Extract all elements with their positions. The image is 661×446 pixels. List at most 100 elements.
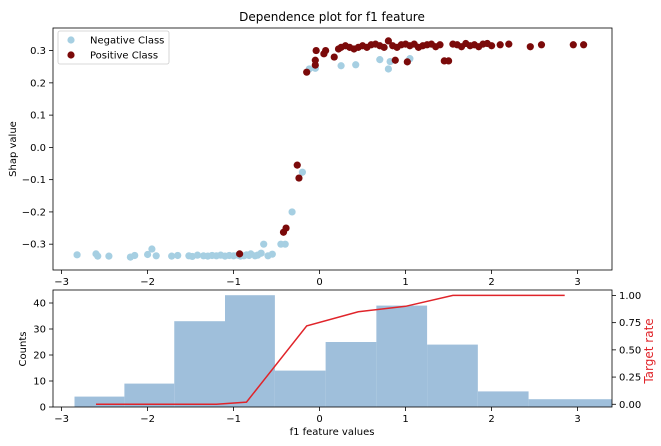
histogram-bar [74, 396, 125, 407]
bottom-y-tick-label: 30 [33, 325, 46, 336]
target-rate-tick-label: 1.00 [619, 291, 641, 302]
positive-class-point [496, 41, 504, 49]
positive-class-point [384, 37, 392, 45]
positive-class-point [526, 43, 534, 51]
positive-class-point [436, 41, 444, 49]
top-y-tick-label: 0.0 [30, 143, 46, 154]
negative-class-point [268, 250, 276, 258]
histogram-bar [477, 391, 529, 407]
bottom-y-tick-label: 20 [33, 351, 46, 362]
negative-class-point [168, 252, 176, 260]
bottom-x-tick-label: −3 [54, 414, 69, 425]
negative-class-point [298, 168, 306, 176]
positive-class-point [445, 57, 453, 65]
bottom-y-tick-label: 40 [33, 299, 46, 310]
negative-class-point [193, 251, 202, 259]
positive-class-point [236, 250, 244, 258]
top-x-tick-label: −1 [226, 277, 241, 288]
histogram-plot: −3 −2 −1 0 1 2 30102030400.000.250.500.751.00 … [18, 289, 656, 438]
top-x-tick-label: −2 [140, 277, 155, 288]
target-rate-line [96, 294, 565, 406]
bottom-y-tick-label: 0 [40, 403, 46, 414]
top-plot-frame [52, 27, 613, 271]
dependence-plot: Dependence plot for f1 feature −3 −2 −1 0 1 2… [8, 10, 613, 288]
negative-class-point [174, 251, 182, 260]
negative-class-point [73, 251, 81, 259]
negative-class-point [281, 240, 289, 248]
chart-title: Dependence plot for f1 feature [239, 10, 425, 24]
negative-class-point [105, 252, 113, 260]
legend-label-negative: Negative Class [90, 36, 164, 47]
legend-marker-positive [67, 51, 75, 59]
positive-class-point [311, 61, 319, 69]
target-rate-tick-label: 0.00 [619, 400, 641, 411]
positive-class-point [293, 161, 301, 169]
positive-class-point [282, 224, 290, 232]
bottom-plot-frame [52, 289, 613, 408]
legend-marker-negative [67, 36, 75, 44]
top-scatter-points [73, 37, 588, 261]
positive-class-point [312, 46, 320, 55]
positive-class-point [537, 41, 546, 49]
top-x-tick-label: 3 [574, 277, 580, 288]
bottom-x-tick-label: 1 [402, 414, 408, 425]
bottom-x-tick-label: 0 [316, 414, 322, 425]
negative-class-point [148, 245, 156, 253]
negative-class-point [288, 208, 296, 216]
negative-class-point [260, 240, 268, 248]
histogram-bar [124, 383, 175, 407]
top-y-tick-label: 0.2 [30, 78, 46, 89]
positive-class-point [403, 58, 411, 66]
top-x-tick-label: 1 [402, 277, 408, 288]
top-y-tick-label: 0.3 [30, 46, 46, 57]
target-rate-polyline [96, 294, 565, 406]
bottom-x-tick-label: 2 [488, 414, 494, 425]
histogram-bar [427, 344, 478, 407]
positive-class-point [322, 46, 330, 55]
histogram-bars [74, 295, 612, 407]
positive-class-point [391, 56, 399, 64]
top-y-tick-label: −0.2 [22, 207, 46, 218]
bottom-x-tick-label: −1 [226, 414, 241, 425]
positive-class-point [380, 43, 388, 51]
bottom-y-axis-label: Counts [18, 332, 29, 367]
positive-class-point [505, 40, 513, 48]
top-axis-ticks: −3 −2 −1 0 1 2 3 −0.3 −0.2 −0.1 0.0 0.1 0.2 0.3 [22, 46, 581, 288]
target-rate-axis-label: Target rate [642, 318, 656, 384]
histogram-bar [376, 305, 428, 407]
negative-class-point [257, 249, 265, 257]
top-y-tick-label: 0.1 [30, 111, 46, 122]
top-y-tick-label: −0.3 [22, 240, 46, 251]
negative-class-point [94, 252, 102, 260]
top-x-tick-label: 0 [316, 277, 322, 288]
bottom-y-tick-label: 10 [33, 377, 46, 388]
top-y-axis-label: Shap value [8, 121, 19, 177]
negative-class-point [352, 61, 360, 69]
legend-label-positive: Positive Class [90, 51, 158, 62]
histogram-bar [225, 295, 275, 407]
positive-class-point [303, 68, 311, 76]
positive-class-point [580, 41, 588, 49]
target-rate-tick-label: 0.50 [619, 345, 641, 356]
histogram-bar [325, 342, 377, 407]
bottom-x-tick-label: −2 [140, 414, 155, 425]
positive-class-point [488, 42, 496, 50]
negative-class-point [384, 65, 392, 73]
legend-box [57, 30, 170, 65]
histogram-bar [528, 399, 612, 407]
histogram-bar [174, 321, 225, 407]
negative-class-point [152, 252, 160, 260]
negative-class-point [144, 250, 152, 259]
positive-class-point [330, 53, 338, 61]
target-rate-tick-label: 0.25 [619, 373, 641, 384]
top-x-tick-label: −3 [54, 277, 69, 288]
bottom-x-tick-label: 3 [574, 414, 580, 425]
positive-class-point [569, 41, 577, 49]
top-y-tick-label: −0.1 [22, 175, 46, 186]
negative-class-point [337, 62, 345, 70]
target-rate-tick-label: 0.75 [619, 318, 641, 329]
top-x-tick-label: 2 [488, 277, 494, 288]
legend: Negative Class Positive Class [57, 30, 170, 65]
negative-class-point [376, 56, 384, 64]
